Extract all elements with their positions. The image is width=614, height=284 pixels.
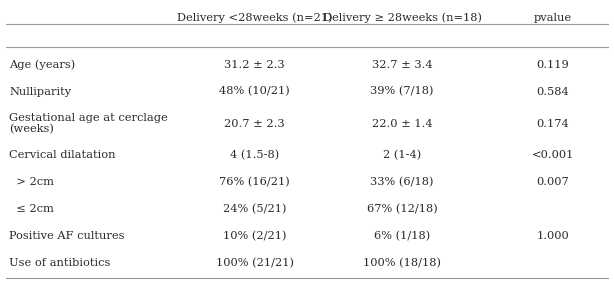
Text: 67% (12/18): 67% (12/18) <box>367 204 438 215</box>
Text: Positive AF cultures: Positive AF cultures <box>9 231 125 241</box>
Text: 20.7 ± 2.3: 20.7 ± 2.3 <box>225 118 285 129</box>
Text: 4 (1.5-8): 4 (1.5-8) <box>230 150 279 161</box>
Text: pvalue: pvalue <box>534 13 572 23</box>
Text: Delivery <28weeks (n=21): Delivery <28weeks (n=21) <box>177 13 333 23</box>
Text: Delivery ≥ 28weeks (n=18): Delivery ≥ 28weeks (n=18) <box>323 13 481 23</box>
Text: > 2cm: > 2cm <box>9 178 54 187</box>
Text: 100% (18/18): 100% (18/18) <box>363 258 441 269</box>
Text: 31.2 ± 2.3: 31.2 ± 2.3 <box>225 60 285 70</box>
Text: 1.000: 1.000 <box>536 231 569 241</box>
Text: 0.584: 0.584 <box>536 87 569 97</box>
Text: Cervical dilatation: Cervical dilatation <box>9 151 115 160</box>
Text: 32.7 ± 3.4: 32.7 ± 3.4 <box>372 60 432 70</box>
Text: Gestational age at cerclage
(weeks): Gestational age at cerclage (weeks) <box>9 112 168 135</box>
Text: <0.001: <0.001 <box>531 151 574 160</box>
Text: 10% (2/21): 10% (2/21) <box>223 231 287 242</box>
Text: Nulliparity: Nulliparity <box>9 87 71 97</box>
Text: 0.007: 0.007 <box>536 178 569 187</box>
Text: 76% (16/21): 76% (16/21) <box>219 177 290 188</box>
Text: ≤ 2cm: ≤ 2cm <box>9 204 54 214</box>
Text: Use of antibiotics: Use of antibiotics <box>9 258 111 268</box>
Text: 100% (21/21): 100% (21/21) <box>216 258 294 269</box>
Text: 6% (1/18): 6% (1/18) <box>374 231 430 242</box>
Text: 39% (7/18): 39% (7/18) <box>370 86 434 97</box>
Text: 0.119: 0.119 <box>536 60 569 70</box>
Text: 24% (5/21): 24% (5/21) <box>223 204 287 215</box>
Text: 22.0 ± 1.4: 22.0 ± 1.4 <box>372 118 432 129</box>
Text: 2 (1-4): 2 (1-4) <box>383 150 421 161</box>
Text: 48% (10/21): 48% (10/21) <box>219 86 290 97</box>
Text: Age (years): Age (years) <box>9 59 76 70</box>
Text: 33% (6/18): 33% (6/18) <box>370 177 434 188</box>
Text: 0.174: 0.174 <box>536 118 569 129</box>
